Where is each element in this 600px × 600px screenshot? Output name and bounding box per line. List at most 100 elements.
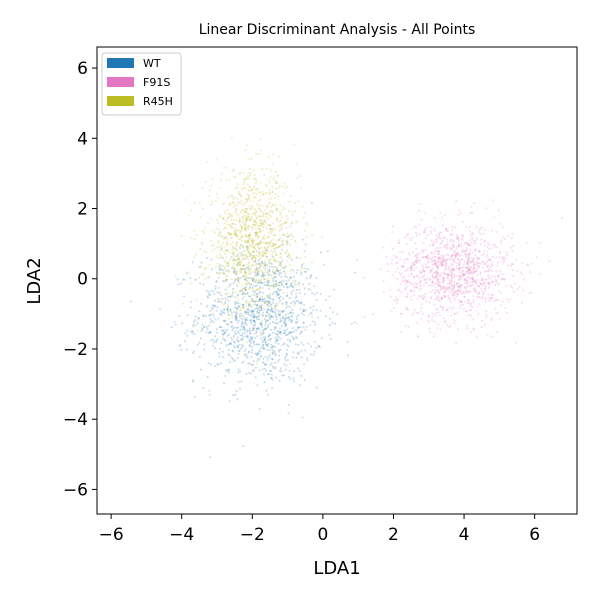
scatter-point xyxy=(483,240,486,243)
scatter-point xyxy=(450,248,453,251)
scatter-point xyxy=(294,302,297,305)
scatter-point xyxy=(251,271,254,273)
scatter-point xyxy=(242,208,245,211)
scatter-point xyxy=(476,305,479,308)
scatter-point xyxy=(251,226,254,229)
scatter-point xyxy=(295,256,298,259)
scatter-point xyxy=(399,273,402,276)
scatter-point xyxy=(230,256,233,259)
scatter-point xyxy=(296,288,299,291)
scatter-point xyxy=(295,163,298,166)
scatter-point xyxy=(288,331,291,334)
scatter-point xyxy=(252,249,255,252)
scatter-point xyxy=(485,256,488,259)
scatter-point xyxy=(238,260,241,263)
scatter-point xyxy=(461,270,464,272)
scatter-point xyxy=(295,336,298,339)
scatter-point xyxy=(264,263,267,266)
scatter-point xyxy=(236,345,239,348)
scatter-point xyxy=(320,236,323,239)
scatter-point xyxy=(434,250,437,253)
scatter-point xyxy=(406,243,409,245)
series-wt-points xyxy=(130,202,356,459)
scatter-point xyxy=(250,356,253,358)
scatter-point xyxy=(438,281,441,283)
scatter-point xyxy=(211,344,214,347)
scatter-point xyxy=(248,234,251,236)
scatter-point xyxy=(283,270,286,273)
scatter-point xyxy=(208,293,211,296)
scatter-point xyxy=(214,299,217,302)
scatter-point xyxy=(419,271,422,274)
scatter-point xyxy=(258,298,261,301)
scatter-point xyxy=(236,336,239,339)
scatter-point xyxy=(495,279,498,282)
scatter-point xyxy=(232,282,235,285)
scatter-point xyxy=(250,310,253,313)
scatter-point xyxy=(290,268,293,271)
scatter-point xyxy=(257,251,260,254)
scatter-point xyxy=(216,192,218,195)
scatter-point xyxy=(465,254,468,257)
scatter-point xyxy=(441,259,444,262)
scatter-point xyxy=(258,208,261,210)
scatter-point xyxy=(258,318,261,321)
scatter-point xyxy=(290,315,293,318)
scatter-point xyxy=(511,232,514,235)
scatter-point xyxy=(280,324,283,327)
scatter-point xyxy=(266,344,269,347)
scatter-point xyxy=(220,244,223,247)
scatter-point xyxy=(243,222,246,225)
scatter-point xyxy=(266,191,269,194)
scatter-point xyxy=(269,302,272,305)
scatter-point xyxy=(290,331,293,334)
scatter-point xyxy=(182,278,185,281)
scatter-point xyxy=(173,320,176,323)
scatter-point xyxy=(295,300,298,303)
scatter-point xyxy=(283,315,286,317)
scatter-point xyxy=(199,248,202,251)
scatter-point xyxy=(263,246,266,249)
scatter-point xyxy=(256,384,259,387)
scatter-point xyxy=(275,253,278,256)
scatter-point xyxy=(439,242,442,245)
scatter-point xyxy=(256,269,259,272)
scatter-point xyxy=(445,264,448,267)
scatter-point xyxy=(279,367,282,370)
scatter-point xyxy=(289,195,292,198)
scatter-point xyxy=(198,266,201,268)
scatter-point xyxy=(229,233,232,236)
scatter-point xyxy=(210,184,213,187)
scatter-point xyxy=(455,255,458,258)
scatter-point xyxy=(444,321,447,324)
scatter-point xyxy=(314,323,317,326)
scatter-point xyxy=(304,243,307,246)
scatter-point xyxy=(477,250,480,253)
scatter-point xyxy=(251,337,254,340)
scatter-point xyxy=(444,272,446,275)
scatter-point xyxy=(231,214,234,217)
y-tick-label: 6 xyxy=(77,59,88,79)
scatter-point xyxy=(226,323,229,325)
scatter-point xyxy=(228,368,230,371)
scatter-point xyxy=(258,311,261,313)
scatter-point xyxy=(424,212,427,215)
scatter-point xyxy=(262,357,265,360)
scatter-point xyxy=(272,366,275,369)
scatter-point xyxy=(263,284,266,286)
scatter-point xyxy=(287,253,290,256)
scatter-point xyxy=(470,241,473,244)
scatter-point xyxy=(300,271,303,274)
scatter-point xyxy=(202,283,205,286)
scatter-point xyxy=(234,231,237,234)
scatter-point xyxy=(259,350,262,353)
scatter-point xyxy=(251,298,253,300)
scatter-point xyxy=(486,265,489,268)
scatter-point xyxy=(297,326,300,329)
scatter-point xyxy=(292,281,295,284)
scatter-point xyxy=(275,326,277,329)
scatter-point xyxy=(446,241,449,244)
scatter-point xyxy=(281,344,284,347)
scatter-point xyxy=(329,306,332,309)
scatter-point xyxy=(270,314,273,317)
